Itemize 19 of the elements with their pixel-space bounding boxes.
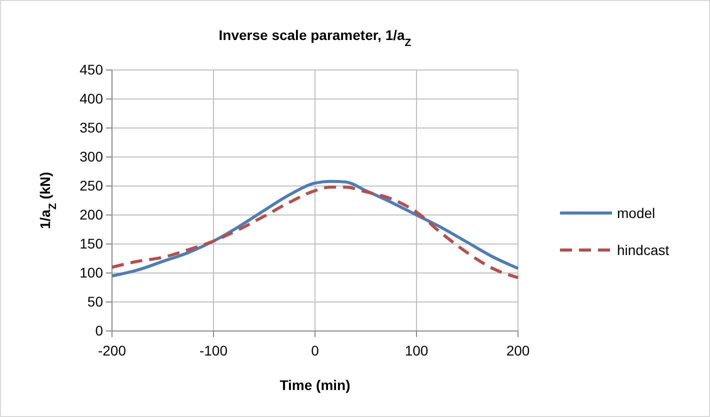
- y-tick-label: 350: [80, 119, 104, 136]
- y-tick-label: 400: [80, 90, 104, 106]
- y-tick-label: 250: [80, 177, 104, 194]
- legend-label: hindcast: [617, 242, 670, 258]
- y-tick-label: 50: [87, 293, 104, 310]
- y-tick-label: 150: [80, 235, 104, 252]
- y-tick-label: 0: [95, 322, 104, 338]
- x-tick-label: -100: [199, 342, 228, 358]
- y-tick-label: 100: [80, 264, 104, 280]
- x-axis-title: Time (min): [280, 377, 350, 393]
- y-tick-label: 300: [80, 148, 104, 164]
- y-tick-label: 450: [80, 61, 104, 78]
- chart-title: Inverse scale parameter, 1/a$_{Z}$: [218, 27, 412, 49]
- x-tick-label: 100: [404, 342, 428, 358]
- legend-label: model: [617, 205, 656, 221]
- x-tick-label: 0: [311, 342, 320, 358]
- y-tick-label: 200: [80, 206, 104, 222]
- x-tick-label: 200: [506, 342, 530, 358]
- x-tick-label: -200: [98, 342, 126, 358]
